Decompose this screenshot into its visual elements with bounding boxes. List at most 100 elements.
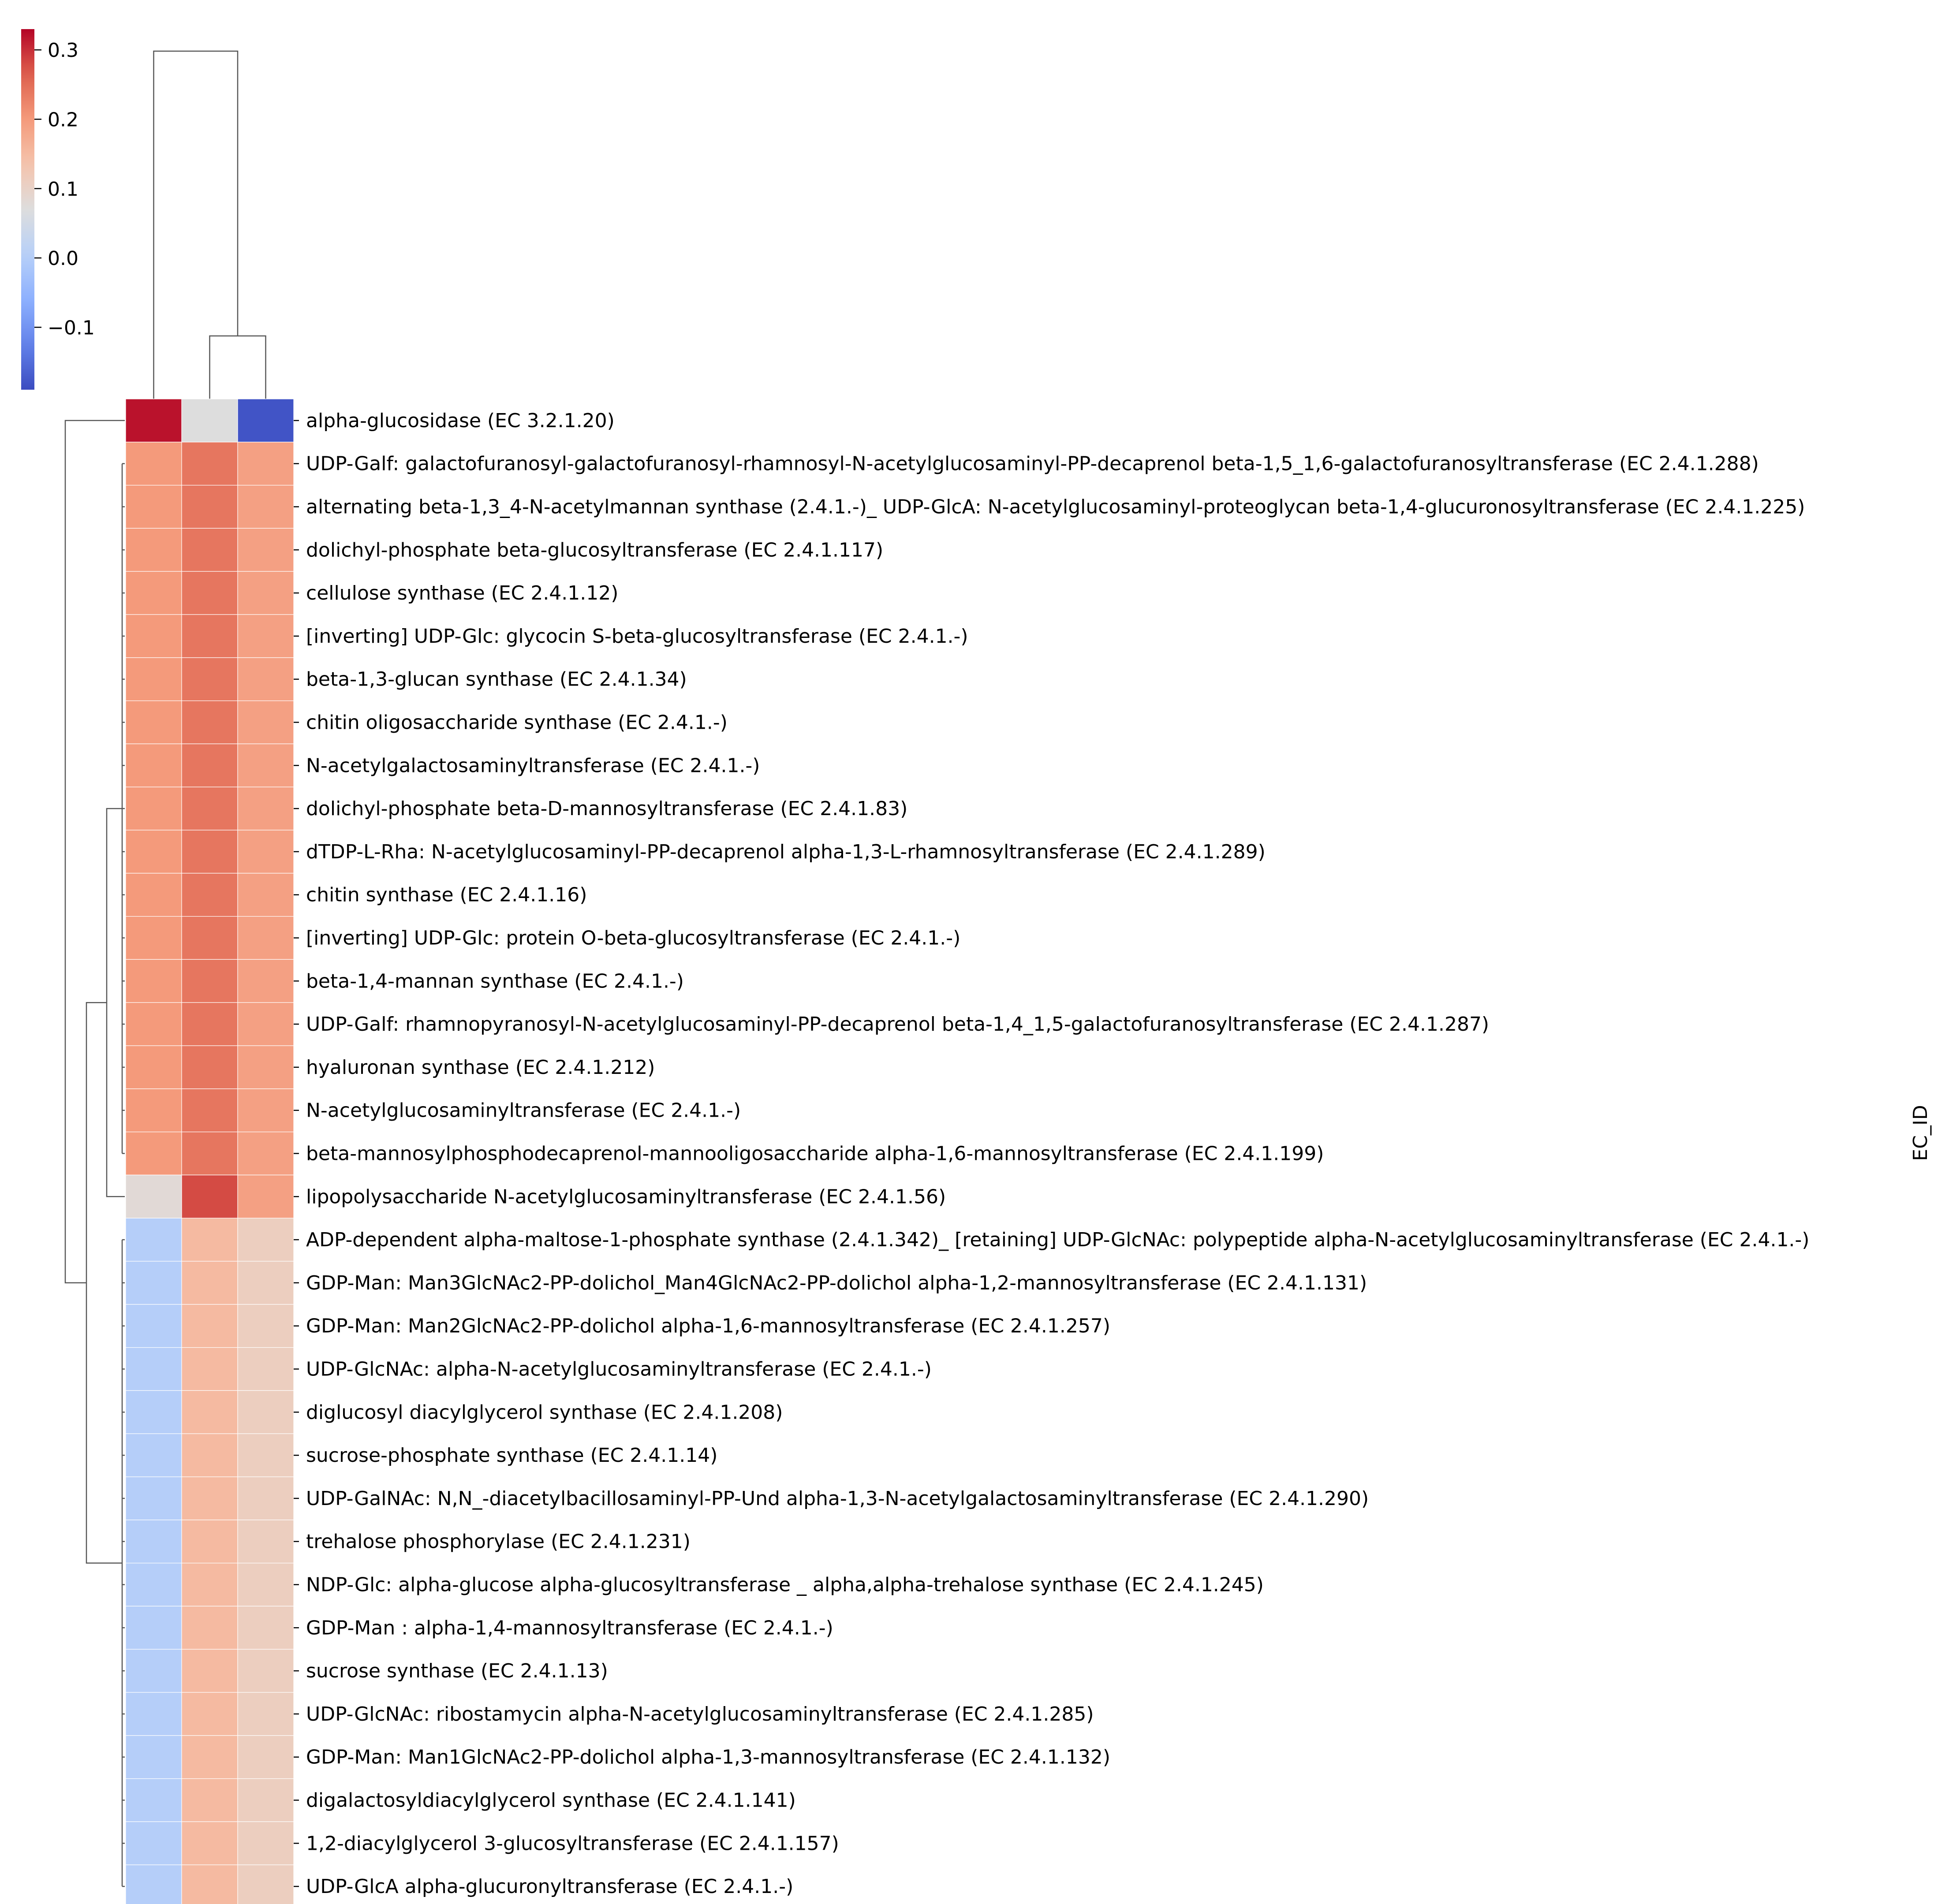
heatmap-cell [237,1476,294,1520]
heatmap-cell [237,916,294,960]
heatmap-cell [125,484,182,529]
colorbar: 0.3 0.2 0.1 0.0 −0.1 [21,29,95,390]
row-label: beta-1,4-mannan synthase (EC 2.4.1.-) [306,970,684,992]
heatmap-cell [181,614,238,658]
heatmap-cell [237,1520,294,1564]
row-label: beta-mannosylphosphodecaprenol-mannoolig… [306,1143,1324,1165]
colorbar-tick-label: 0.3 [48,39,78,62]
heatmap-cell [125,1649,182,1693]
heatmap-cell [181,1563,238,1607]
heatmap-cell [237,1174,294,1218]
row-label: sucrose-phosphate synthase (EC 2.4.1.14) [306,1444,717,1467]
row-label: [inverting] UDP-Glc: protein O-beta-gluc… [306,927,960,950]
heatmap-cell [237,1778,294,1822]
heatmap-cell [181,528,238,572]
colorbar-tick-label: 0.0 [48,247,78,270]
heatmap-cell [125,873,182,917]
heatmap-cell [237,1649,294,1693]
heatmap-cell [237,1821,294,1865]
heatmap-cell [125,1347,182,1391]
heatmap-cell [237,399,294,443]
heatmap-cell [125,786,182,831]
heatmap-cell [181,1692,238,1736]
heatmap-cell [237,1304,294,1348]
heatmap-cell [125,1304,182,1348]
heatmap-cell [125,1174,182,1218]
heatmap-cell [125,1002,182,1046]
heatmap-cell [181,1649,238,1693]
dendrogram-branch [86,1002,122,1564]
row-label: diglucosyl diacylglycerol synthase (EC 2… [306,1401,783,1423]
heatmap-cell [181,1304,238,1348]
heatmap-cell [125,571,182,615]
heatmap-cell [237,484,294,529]
heatmap-cell [237,1347,294,1391]
heatmap-cell [181,1476,238,1520]
colorbar-gradient [21,29,34,390]
heatmap-cell [181,959,238,1003]
heatmap-cell [237,657,294,701]
row-label: beta-1,3-glucan synthase (EC 2.4.1.34) [306,668,687,691]
heatmap-cell [237,1218,294,1262]
row-dendrogram [64,420,125,1887]
row-label: alternating beta-1,3_4-N-acetylmannan sy… [306,496,1805,518]
row-label: chitin oligosaccharide synthase (EC 2.4.… [306,712,728,734]
row-label: GDP-Man: Man1GlcNAc2-PP-dolichol alpha-1… [306,1746,1110,1769]
heatmap-cell [237,1735,294,1779]
heatmap-cell [237,1563,294,1607]
row-label: lipopolysaccharide N-acetylglucosaminylt… [306,1185,946,1208]
heatmap-cell [237,1390,294,1434]
heatmap-cells [125,399,294,1904]
row-label: ADP-dependent alpha-maltose-1-phosphate … [306,1229,1809,1251]
heatmap-cell [125,916,182,960]
heatmap-cell [237,1261,294,1305]
heatmap-cell [181,830,238,874]
row-label: cellulose synthase (EC 2.4.1.12) [306,582,618,604]
heatmap-cell [181,1347,238,1391]
heatmap-cell [181,1174,238,1218]
row-label: NDP-Glc: alpha-glucose alpha-glucosyltra… [306,1574,1264,1596]
row-label: alpha-glucosidase (EC 3.2.1.20) [306,410,615,432]
heatmap-cell [181,1002,238,1046]
heatmap-cell [181,1735,238,1779]
heatmap-cell [237,1002,294,1046]
heatmap-cell [237,873,294,917]
heatmap-cell [125,442,182,486]
heatmap-cell [125,1821,182,1865]
heatmap-cell [125,743,182,787]
heatmap-cell [181,571,238,615]
heatmap-cell [237,614,294,658]
heatmap-cell [181,657,238,701]
heatmap-cell [237,1045,294,1089]
heatmap-cell [181,442,238,486]
heatmap-cell [237,1132,294,1176]
heatmap-cell [125,1132,182,1176]
heatmap-cell [237,959,294,1003]
heatmap-cell [125,1088,182,1133]
heatmap-cell [181,1433,238,1477]
heatmap-cell [125,399,182,443]
dendrogram-branch [153,50,239,399]
colorbar-tick-label: 0.2 [48,109,78,131]
heatmap-cell [237,786,294,831]
row-label: [inverting] UDP-Glc: glycocin S-beta-glu… [306,625,968,648]
heatmap-cell [181,399,238,443]
heatmap-cell [237,571,294,615]
heatmap-cell [237,1433,294,1477]
heatmap-cell [125,1261,182,1305]
row-label: N-acetylglucosaminyltransferase (EC 2.4.… [306,1099,741,1122]
row-label: GDP-Man: Man2GlcNAc2-PP-dolichol alpha-1… [306,1315,1110,1338]
heatmap-cell [125,1778,182,1822]
colorbar-ticks: 0.3 0.2 0.1 0.0 −0.1 [34,39,95,339]
heatmap-cell [181,1520,238,1564]
row-label: GDP-Man : alpha-1,4-mannosyltransferase … [306,1617,833,1639]
heatmap-cell [125,1218,182,1262]
heatmap-cell [181,1132,238,1176]
row-label: sucrose synthase (EC 2.4.1.13) [306,1660,608,1682]
heatmap-cell [181,873,238,917]
row-labels: alpha-glucosidase (EC 3.2.1.20) UDP-Galf:… [294,410,1809,1898]
heatmap-cell [237,442,294,486]
row-label: GDP-Man: Man3GlcNAc2-PP-dolichol_Man4Glc… [306,1272,1367,1294]
heatmap-cell [181,786,238,831]
